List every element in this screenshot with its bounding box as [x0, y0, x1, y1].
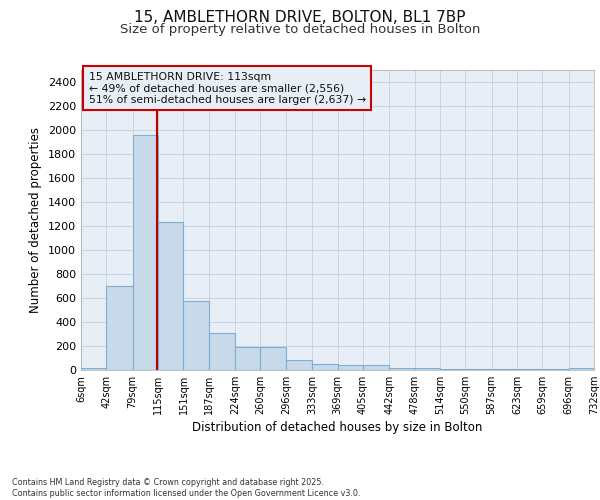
Bar — [235, 346, 260, 370]
Bar — [133, 135, 158, 370]
Bar — [209, 334, 235, 370]
Text: Contains HM Land Registry data © Crown copyright and database right 2025.
Contai: Contains HM Land Registry data © Crown c… — [12, 478, 361, 498]
Text: 15, AMBLETHORN DRIVE, BOLTON, BL1 7BP: 15, AMBLETHORN DRIVE, BOLTON, BL1 7BP — [134, 10, 466, 25]
Bar — [312, 364, 337, 370]
Y-axis label: Number of detached properties: Number of detached properties — [29, 127, 43, 313]
X-axis label: Distribution of detached houses by size in Bolton: Distribution of detached houses by size … — [193, 421, 482, 434]
Bar — [440, 368, 466, 370]
Bar — [106, 286, 133, 370]
Bar — [184, 301, 209, 370]
Bar — [81, 368, 106, 370]
Bar — [286, 360, 312, 370]
Text: Size of property relative to detached houses in Bolton: Size of property relative to detached ho… — [120, 22, 480, 36]
Bar — [158, 222, 184, 370]
Bar — [389, 368, 415, 370]
Bar — [260, 346, 286, 370]
Bar — [569, 368, 594, 370]
Bar — [363, 366, 389, 370]
Bar — [415, 368, 440, 370]
Bar — [337, 366, 363, 370]
Text: 15 AMBLETHORN DRIVE: 113sqm
← 49% of detached houses are smaller (2,556)
51% of : 15 AMBLETHORN DRIVE: 113sqm ← 49% of det… — [89, 72, 366, 104]
